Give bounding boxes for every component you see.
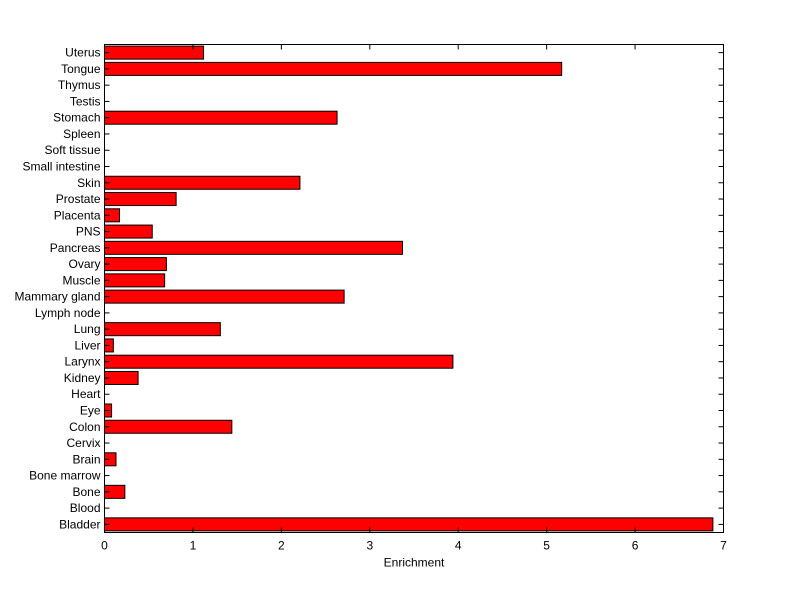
y-tick-label-muscle: Muscle (62, 273, 100, 287)
x-tick-label-7: 7 (720, 539, 727, 553)
x-tick-label-2: 2 (278, 539, 285, 553)
y-tick-label-blood: Blood (70, 501, 101, 515)
bar-bladder (104, 517, 714, 532)
y-tick-label-tongue: Tongue (61, 62, 101, 76)
y-tick-label-kidney: Kidney (64, 371, 101, 385)
y-tick-label-colon: Colon (69, 420, 100, 434)
y-tick-label-liver: Liver (74, 338, 100, 352)
bar-ovary (104, 257, 167, 272)
bar-skin (104, 175, 301, 190)
bar-larynx (104, 354, 454, 369)
x-tick-label-3: 3 (366, 539, 373, 553)
bar-mammary-gland (104, 289, 345, 304)
x-axis-ticks: 0 1 2 3 4 5 6 7 (101, 44, 727, 553)
x-tick-label-4: 4 (455, 539, 462, 553)
y-tick-label-prostate: Prostate (56, 192, 101, 206)
x-tick-label-1: 1 (190, 539, 197, 553)
y-tick-label-cervix: Cervix (66, 436, 100, 450)
bar-pancreas (104, 240, 404, 255)
y-axis-ticks: Bladder Blood Bone Bone marrow Brain Cervix Co… (14, 46, 724, 531)
y-tick-label-mammary-gland: Mammary gland (14, 290, 100, 304)
bar-muscle (104, 273, 166, 288)
y-tick-label-larynx: Larynx (64, 355, 100, 369)
y-tick-label-heart: Heart (71, 387, 101, 401)
bar-stomach (104, 110, 338, 125)
y-tick-label-bone-marrow: Bone marrow (29, 469, 101, 483)
y-tick-label-pns: PNS (76, 225, 101, 239)
bar-lung (104, 322, 221, 337)
x-tick-label-5: 5 (543, 539, 550, 553)
bar-kidney (104, 370, 139, 385)
y-tick-label-spleen: Spleen (63, 127, 100, 141)
x-axis-title: Enrichment (384, 556, 445, 570)
bar-prostate (104, 192, 177, 207)
y-tick-label-placenta: Placenta (54, 208, 101, 222)
y-tick-label-thymus: Thymus (58, 78, 101, 92)
y-tick-label-skin: Skin (77, 176, 100, 190)
bar-uterus (104, 45, 205, 60)
bar-tongue (104, 61, 563, 76)
y-tick-label-uterus: Uterus (65, 46, 100, 60)
bar-colon (104, 419, 233, 434)
y-tick-label-small-intestine: Small intestine (22, 160, 100, 174)
plot-area-frame (104, 44, 724, 533)
y-tick-label-ovary: Ovary (68, 257, 100, 271)
x-tick-label-6: 6 (632, 539, 639, 553)
y-tick-label-bladder: Bladder (59, 517, 100, 531)
bar-pns (104, 224, 153, 239)
x-tick-label-0: 0 (101, 539, 108, 553)
y-tick-label-lymph-node: Lymph node (35, 306, 101, 320)
y-tick-label-pancreas: Pancreas (50, 241, 101, 255)
y-tick-label-lung: Lung (74, 322, 101, 336)
y-tick-label-soft-tissue: Soft tissue (44, 143, 100, 157)
y-tick-label-brain: Brain (72, 452, 100, 466)
y-tick-label-testis: Testis (70, 94, 101, 108)
y-tick-label-eye: Eye (80, 404, 101, 418)
y-tick-label-bone: Bone (72, 485, 100, 499)
y-tick-label-stomach: Stomach (53, 111, 100, 125)
